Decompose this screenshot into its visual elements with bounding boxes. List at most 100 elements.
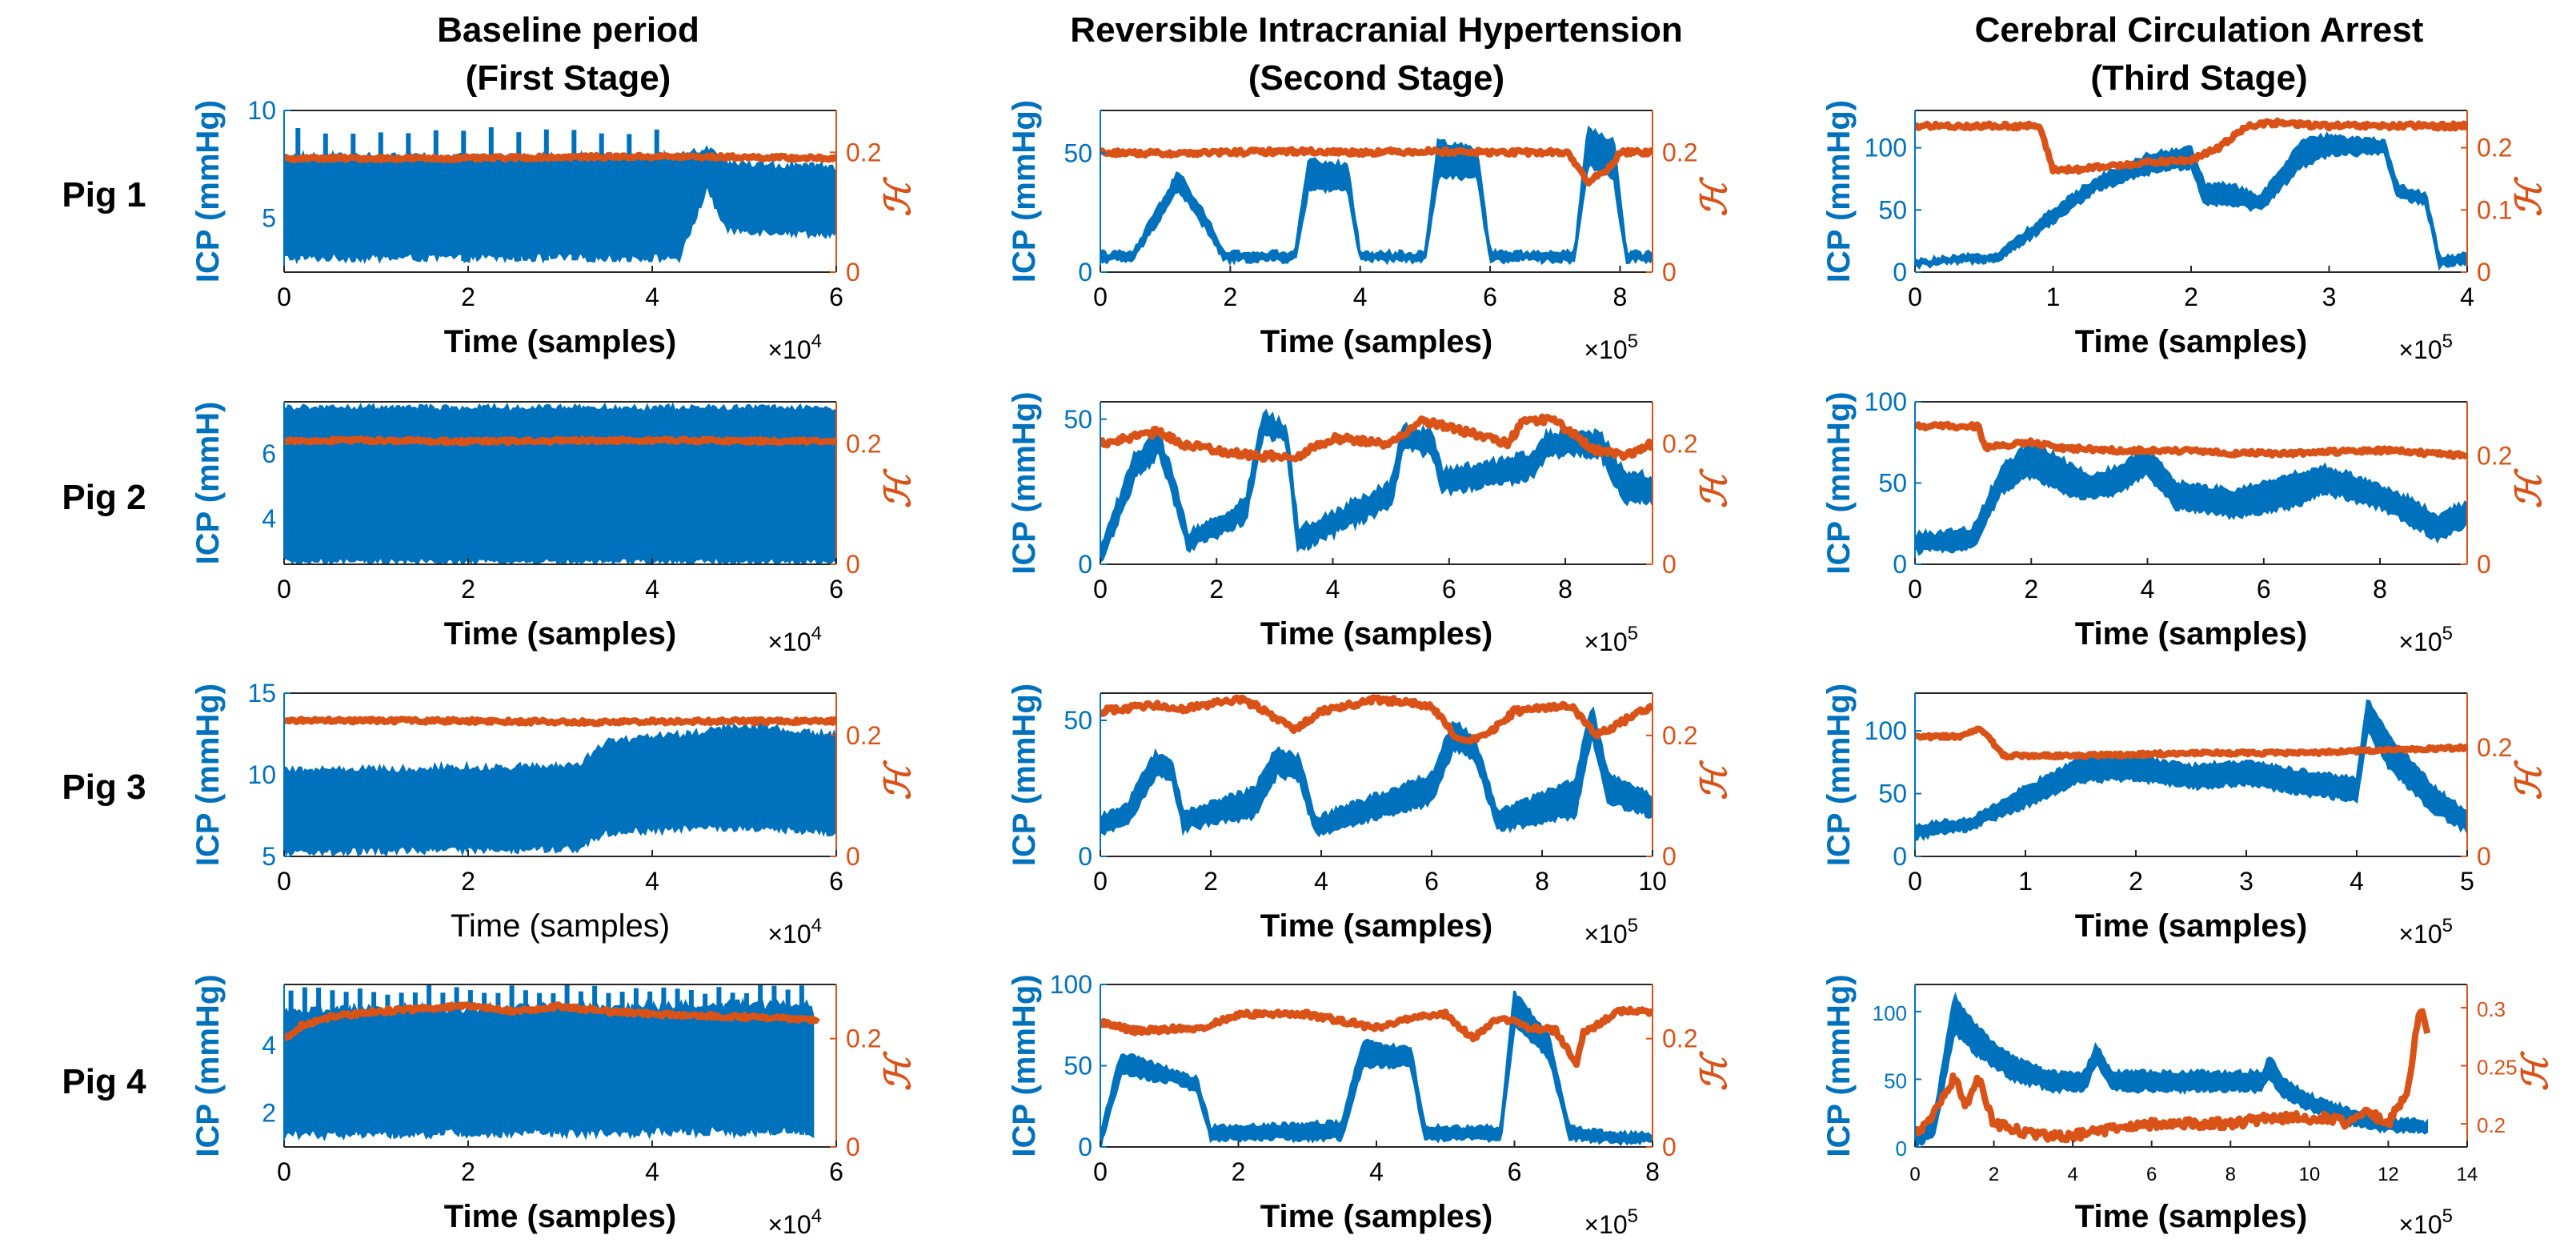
panel-r2-c2: 0 2 4 6 8 0 50 0 0.2 Time (samples) ×105 ICP (mmHg)…: [1007, 391, 1735, 656]
h-series-line: [1100, 1005, 1653, 1069]
column-title-2-line1: Reversible Intracranial Hypertension: [1070, 10, 1682, 50]
y2-axis-label: ℋ: [2509, 467, 2550, 508]
panel-r4-c3: 0 2 4 6 8 10 12 14 0 50 100 0.2 0.25 0.3 Time (samples…: [1821, 974, 2556, 1239]
y-tick-label: 100: [1865, 134, 1907, 162]
x-tick-label: 2: [1223, 283, 1237, 311]
h-series-line: [1100, 694, 1653, 745]
y2-tick-label: 0: [1662, 842, 1677, 871]
y-tick-label: 4: [262, 504, 276, 533]
y-axis-label: ICP (mmHg): [190, 100, 226, 283]
column-title-1-line1: Baseline period: [437, 10, 699, 50]
x-tick-label: 4: [1326, 575, 1340, 603]
x-axis-label: Time (samples): [2075, 1199, 2308, 1234]
y2-tick-label: 0: [1662, 1133, 1677, 1161]
y2-tick-label: 0: [1662, 550, 1677, 579]
y-tick-label: 50: [1878, 780, 1907, 808]
x-tick-label: 10: [1638, 867, 1667, 896]
y-tick-label: 100: [1050, 970, 1092, 999]
x-exponent-label: ×105: [1584, 623, 1638, 656]
x-exponent-label: ×105: [1584, 915, 1638, 948]
y2-axis-label: ℋ: [1694, 1050, 1735, 1091]
y2-tick-label: 0: [1662, 258, 1677, 287]
x-exponent-label: ×105: [1584, 1205, 1638, 1239]
x-tick-label: 0: [1908, 867, 1922, 896]
x-tick-label: 0: [1909, 1164, 1920, 1185]
icp-series-band: [1100, 990, 1653, 1147]
x-tick-label: 6: [829, 1157, 843, 1186]
y2-axis-label: ℋ: [878, 760, 919, 800]
x-exponent-label: ×105: [1584, 331, 1638, 364]
x-axis-label: Time (samples): [2075, 324, 2308, 359]
y-tick-label: 6: [262, 439, 276, 468]
x-tick-label: 4: [645, 1157, 659, 1186]
x-tick-label: 0: [1093, 867, 1108, 896]
x-tick-label: 2: [1204, 867, 1218, 896]
x-exponent-label: ×105: [2398, 915, 2453, 948]
y2-tick-label: 0.2: [1662, 721, 1697, 750]
icp-series-band: [1100, 408, 1653, 563]
y-tick-label: 2: [262, 1099, 276, 1128]
x-tick-label: 8: [2373, 575, 2387, 603]
icp-series-band: [1915, 992, 2429, 1147]
icp-series-band: [1915, 442, 2467, 556]
y-axis-label: ICP (mmHg): [1821, 974, 1857, 1157]
x-tick-label: 4: [2460, 283, 2474, 311]
x-tick-label: 6: [1508, 1157, 1522, 1186]
x-tick-label: 4: [1369, 1157, 1384, 1186]
y2-axis-label: ℋ: [2509, 176, 2550, 217]
y2-axis-label: ℋ: [2515, 1050, 2556, 1091]
icp-series-band: [284, 402, 836, 564]
y-tick-label: 50: [1064, 405, 1092, 434]
y-tick-label: 5: [262, 842, 276, 871]
y-tick-label: 50: [1064, 706, 1092, 735]
x-tick-label: 2: [1989, 1164, 1999, 1185]
h-series-line: [284, 151, 836, 164]
y-tick-label: 15: [247, 679, 276, 708]
icp-series-band: [284, 145, 836, 265]
y-tick-label: 50: [1064, 138, 1092, 167]
x-tick-label: 8: [1613, 283, 1628, 311]
x-tick-label: 6: [1424, 867, 1439, 896]
icp-series-spikes: [288, 984, 804, 1137]
y2-tick-label: 0.2: [2477, 442, 2512, 471]
y-tick-label: 0: [1078, 842, 1092, 871]
x-axis-label: Time (samples): [444, 1199, 677, 1234]
column-title-1-line2: (First Stage): [466, 58, 671, 98]
x-exponent-label: ×105: [2398, 1205, 2453, 1239]
x-tick-label: 4: [1314, 867, 1328, 896]
y-tick-label: 100: [1865, 387, 1907, 416]
y2-tick-label: 0: [846, 1133, 860, 1161]
x-exponent-label: ×105: [2398, 623, 2453, 656]
x-tick-label: 1: [2046, 283, 2061, 311]
y-axis-label: ICP (mmHg): [190, 684, 226, 866]
x-exponent-label: ×104: [767, 915, 822, 948]
x-tick-label: 8: [1645, 1157, 1660, 1186]
x-axis-label: Time (samples): [451, 908, 670, 944]
y-axis-label: ICP (mmHg): [1007, 684, 1042, 866]
x-exponent-label: ×104: [767, 623, 822, 656]
y-tick-label: 100: [1873, 1001, 1907, 1025]
y2-tick-label: 0.3: [2477, 997, 2506, 1021]
x-tick-label: 6: [829, 867, 843, 896]
x-tick-label: 0: [1093, 1157, 1108, 1186]
x-tick-label: 2: [461, 867, 475, 896]
h-series-line: [1100, 146, 1653, 187]
x-tick-label: 8: [1535, 867, 1549, 896]
y2-axis-label: ℋ: [878, 176, 919, 217]
y-tick-label: 10: [247, 96, 276, 125]
panel-r1-c2: 0 2 4 6 8 0 50 0 0.2 Time (samples) ×105 ICP (mmHg)…: [1007, 100, 1735, 364]
h-series-line: [1915, 117, 2467, 175]
y2-tick-label: 0.2: [2477, 733, 2512, 762]
x-tick-label: 6: [1442, 575, 1456, 603]
y-tick-label: 0: [1078, 1133, 1092, 1161]
y2-tick-label: 0: [846, 550, 860, 579]
y-axis-label: ICP (mmHg): [1007, 391, 1042, 574]
x-tick-label: 4: [645, 575, 659, 603]
x-exponent-label: ×105: [2398, 331, 2453, 364]
x-tick-label: 0: [1093, 575, 1108, 603]
